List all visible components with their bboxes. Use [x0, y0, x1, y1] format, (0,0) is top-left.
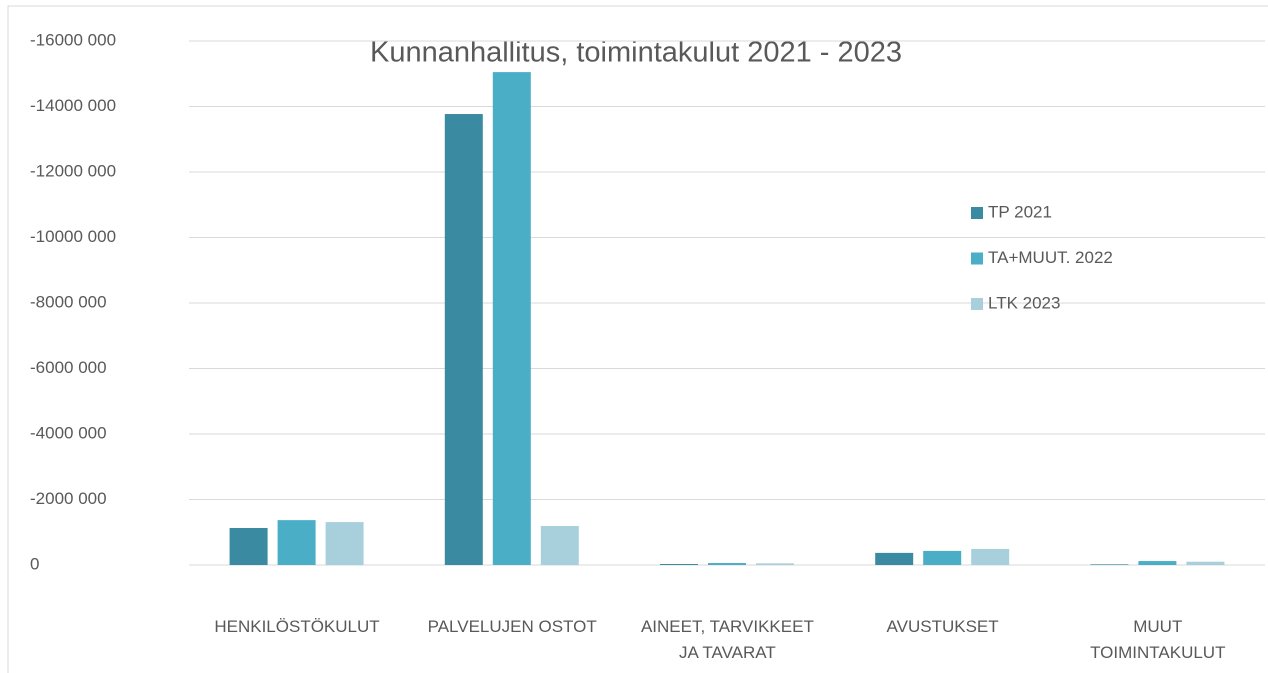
bar [756, 563, 794, 565]
y-tick-label: -4000 000 [30, 423, 107, 442]
y-tick-label: -6000 000 [30, 358, 107, 377]
bar [708, 563, 746, 565]
bar [1090, 564, 1129, 565]
y-tick-label: -14000 000 [30, 96, 116, 115]
bar [923, 550, 962, 565]
chart-title: Kunnanhallitus, toimintakulut 2021 - 202… [370, 37, 902, 69]
legend-label: TA+MUUT. 2022 [988, 248, 1113, 267]
x-tick-label: MUUT TOIMINTAKULUT [1090, 617, 1226, 662]
bar [971, 548, 1010, 565]
bar [277, 520, 316, 565]
legend-swatch [971, 252, 983, 265]
y-tick-label: -10000 000 [30, 227, 116, 246]
x-tick-label: AINEET, TARVIKKEET JA TAVARAT [640, 617, 814, 662]
y-tick-label: -16000 000 [30, 30, 116, 49]
bar [875, 552, 914, 565]
legend-label: LTK 2023 [988, 293, 1060, 312]
y-tick-label: 0 [30, 554, 39, 573]
bar [229, 527, 268, 565]
chart-border [7, 5, 1268, 673]
bar [1186, 561, 1225, 565]
legend-swatch [971, 298, 983, 310]
bar [444, 114, 483, 565]
x-tick-label: PALVELUJEN OSTOT [427, 617, 597, 636]
bar [540, 526, 579, 565]
y-tick-label: -2000 000 [30, 489, 107, 508]
bar [325, 522, 364, 565]
x-tick-label: HENKILÖSTÖKULUT [214, 617, 380, 636]
bar [1138, 561, 1177, 565]
y-tick-label: -8000 000 [30, 292, 107, 311]
bar [492, 72, 531, 566]
legend-label: TP 2021 [988, 202, 1052, 221]
legend-swatch [971, 207, 983, 219]
bar [660, 564, 698, 565]
x-tick-label: AVUSTUKSET [886, 617, 999, 636]
y-tick-label: -12000 000 [30, 161, 116, 180]
